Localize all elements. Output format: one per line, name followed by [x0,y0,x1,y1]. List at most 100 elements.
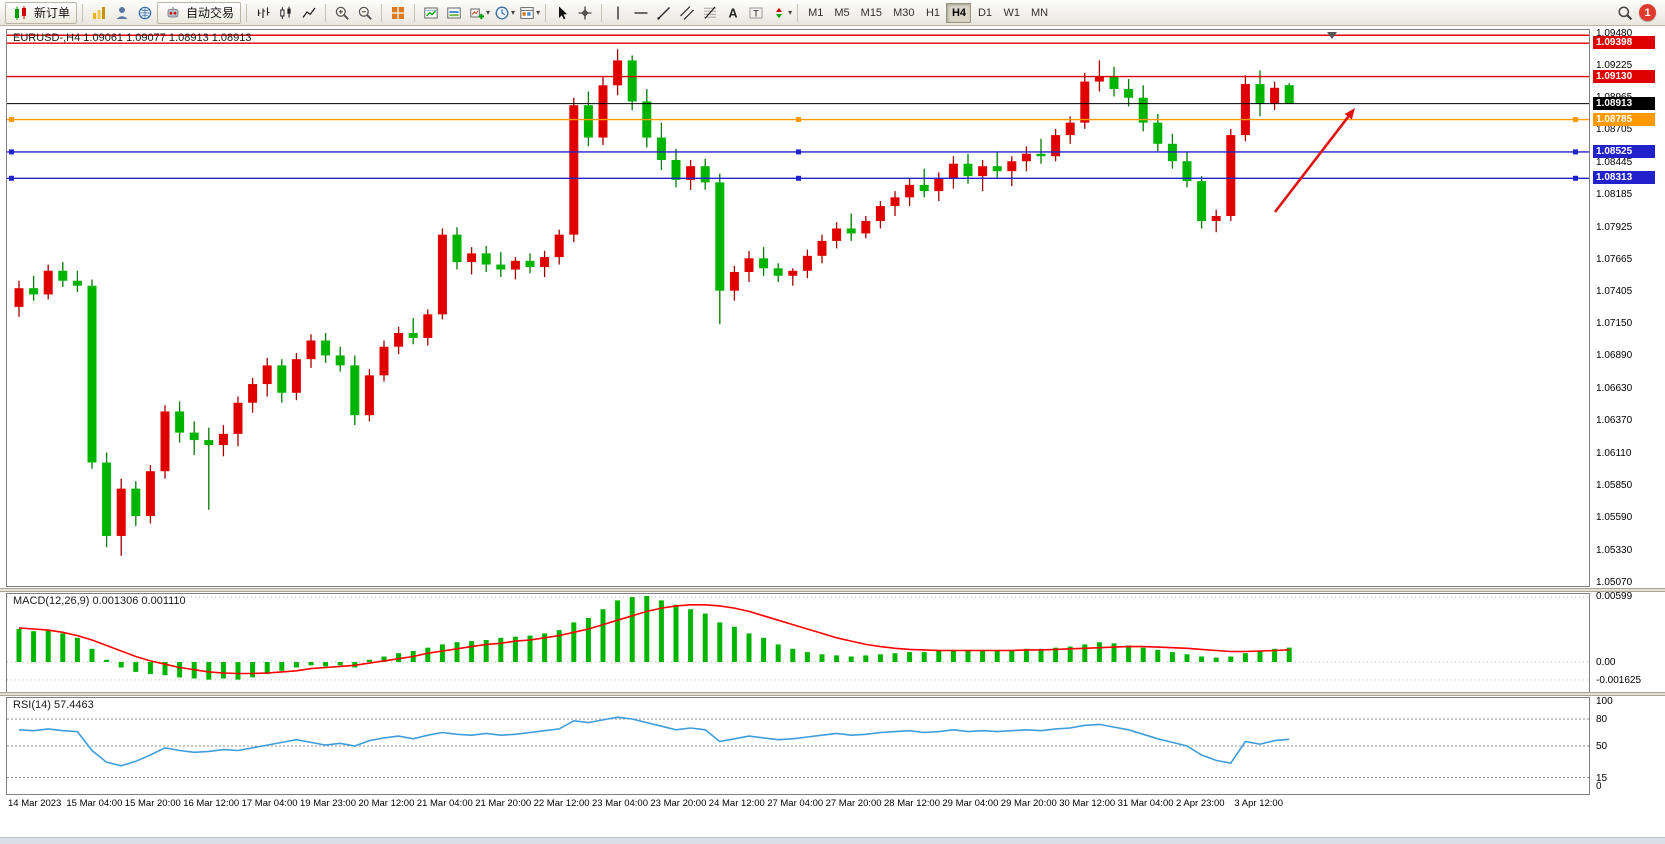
line-handle[interactable] [9,175,14,181]
timeframe-button-w1[interactable]: W1 [1003,6,1020,19]
candle [43,264,53,300]
vertical-line-icon[interactable] [607,2,629,24]
charts-icon[interactable] [88,2,110,24]
search-icon[interactable] [1614,2,1636,24]
line-handle[interactable] [1573,117,1578,123]
trend-arrow-annotation[interactable] [1273,108,1355,213]
macd-histogram-bar [250,662,256,678]
svg-text:A: A [729,6,738,20]
macd-histogram-bar [1213,657,1219,662]
candle [1021,146,1031,172]
candle [58,262,68,287]
notification-badge[interactable]: 1 [1639,4,1656,21]
indicators-dropdown[interactable] [466,2,488,24]
macd-histogram-bar [293,662,299,668]
macd-histogram-bar [527,635,533,662]
fibonacci-icon[interactable] [699,2,721,24]
candle-chart-icon[interactable] [275,2,297,24]
line-chart-icon[interactable] [298,2,320,24]
line-handle[interactable] [1573,149,1578,155]
text-icon[interactable]: A [722,2,744,24]
candle [890,191,900,217]
community-icon[interactable] [111,2,133,24]
candle [335,346,345,372]
candle [759,247,769,276]
candle [1182,151,1192,188]
macd-histogram-bar [147,662,153,675]
help-icon[interactable] [134,2,156,24]
indicators-dropdown-caret-icon[interactable]: ▾ [486,8,491,17]
line-handle[interactable] [796,117,801,123]
macd-histogram-bar [731,626,737,662]
line-handle[interactable] [9,117,14,123]
macd-histogram-bar [1228,656,1234,662]
price-chart-canvas[interactable] [7,30,1589,586]
timeframe-button-m30[interactable]: M30 [893,6,915,19]
new-chart-icon[interactable] [420,2,442,24]
tile-windows-icon[interactable] [387,2,409,24]
line-handle[interactable] [796,175,801,181]
candle [686,159,696,190]
horizontal-line-icon[interactable] [630,2,652,24]
candle [656,122,666,170]
pane-splitter[interactable] [0,692,1665,696]
timeframe-button-h1[interactable]: H1 [925,6,940,19]
macd-histogram-bar [308,662,314,666]
channel-icon[interactable] [676,2,698,24]
candle [291,352,301,401]
timeframe-button-d1[interactable]: D1 [977,6,992,19]
cursor-icon[interactable] [551,2,573,24]
candle [29,275,39,301]
text-label-icon[interactable]: T [745,2,767,24]
pane-splitter[interactable] [0,588,1665,592]
rsi-pane[interactable] [6,697,1590,795]
crosshair-icon[interactable] [574,2,596,24]
trendline-icon[interactable] [653,2,675,24]
robot-icon [164,4,182,22]
macd-indicator-label: MACD(12,26,9) 0.001306 0.001110 [13,595,186,607]
arrows-dropdown[interactable] [768,2,790,24]
candle [394,326,404,355]
macd-histogram-bar [673,604,679,662]
zoom-in-icon[interactable] [331,2,353,24]
periods-dropdown-caret-icon[interactable]: ▾ [511,8,516,17]
date-tick-label: 24 Mar 12:00 [708,798,765,809]
date-tick-label: 30 Mar 12:00 [1059,798,1116,809]
chart-shift-marker-icon[interactable] [1327,32,1337,39]
autotrading-button[interactable]: 自动交易 [157,1,242,24]
zoom-out-icon[interactable] [354,2,376,24]
candle [102,452,112,548]
macd-histogram-bar [834,655,840,662]
bar-chart-icon[interactable] [252,2,274,24]
date-tick-label: 15 Mar 20:00 [124,798,181,809]
line-handle[interactable] [9,149,14,155]
macd-pane[interactable] [6,593,1590,693]
timeframe-button-m5[interactable]: M5 [834,6,850,19]
timeframe-button-m1[interactable]: M1 [808,6,824,19]
macd-histogram-bar [892,653,898,662]
periods-dropdown[interactable] [491,2,513,24]
macd-histogram-bar [863,655,869,662]
macd-histogram-bar [848,656,854,662]
price-chart-pane[interactable] [6,29,1590,587]
chart-profile-icon[interactable] [443,2,465,24]
timeframe-button-m15[interactable]: M15 [860,6,883,19]
date-tick-label: 23 Mar 04:00 [592,798,648,809]
macd-axis: 0.00599 0.00 -0.001625 [1592,591,1665,693]
new-order-button[interactable]: 新订单 [5,1,78,24]
line-handle[interactable] [796,149,801,155]
templates-dropdown[interactable] [516,2,538,24]
price-tick-label: 1.09480 [1596,28,1633,39]
timeframe-button-h4[interactable]: H4 [946,2,972,23]
templates-dropdown-caret-icon[interactable]: ▾ [536,8,541,17]
timeframe-button-mn[interactable]: MN [1030,6,1049,19]
line-handle[interactable] [1573,175,1578,181]
candle [1197,176,1207,229]
arrows-dropdown-caret-icon[interactable]: ▾ [788,8,793,17]
macd-histogram-bar [498,637,504,662]
macd-histogram-bar [1038,648,1044,662]
rsi-canvas[interactable] [7,698,1589,794]
price-tick-label: 1.05330 [1596,544,1633,556]
macd-canvas[interactable] [7,594,1589,692]
rsi-axis-label: 50 [1596,741,1608,752]
